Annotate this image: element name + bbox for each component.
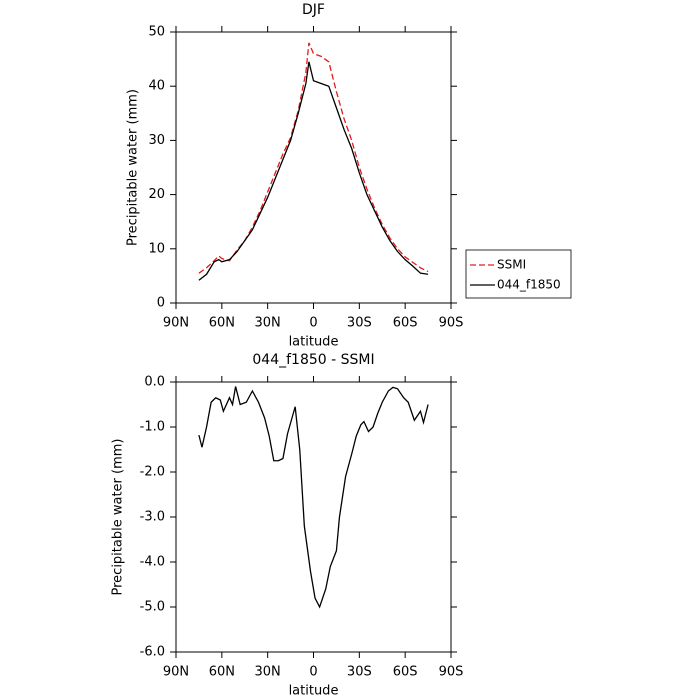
y-tick-label: -1.0	[140, 420, 165, 435]
legend-label: 044_f1850	[497, 278, 561, 292]
x-tick-label: 60S	[393, 665, 418, 680]
data-line	[198, 386, 429, 609]
x-tick-label: 60S	[393, 316, 418, 331]
x-axis-label: latitude	[289, 335, 339, 350]
chart-title: 044_f1850 - SSMI	[252, 352, 374, 368]
data-line	[198, 61, 429, 281]
y-tick-label: 20	[148, 187, 165, 202]
x-tick-label: 0	[309, 316, 317, 331]
legend-label: SSMI	[497, 258, 526, 272]
legend-box	[465, 249, 572, 299]
x-tick-label: 90S	[439, 665, 464, 680]
x-tick-label: 60N	[209, 665, 235, 680]
y-axis-label: Precipitable water (mm)	[111, 439, 126, 596]
y-tick-label: 0.0	[144, 375, 165, 390]
x-tick-label: 90N	[163, 665, 189, 680]
y-tick-label: 40	[148, 79, 165, 94]
y-tick-label: 50	[148, 25, 165, 40]
y-tick-label: 0	[157, 296, 165, 311]
x-tick-label: 30N	[255, 316, 281, 331]
y-tick-label: -3.0	[140, 510, 165, 525]
x-tick-label: 60N	[209, 316, 235, 331]
x-tick-label: 0	[309, 665, 317, 680]
x-axis-label: latitude	[289, 684, 339, 699]
chart-title: DJF	[302, 2, 325, 18]
plot-frame	[175, 31, 452, 304]
y-axis-label: Precipitable water (mm)	[126, 89, 141, 246]
y-tick-label: 10	[148, 241, 165, 256]
x-tick-label: 30S	[347, 665, 372, 680]
y-tick-label: -4.0	[140, 555, 165, 570]
x-tick-label: 90S	[439, 316, 464, 331]
y-tick-label: -6.0	[140, 645, 165, 660]
x-tick-label: 30S	[347, 316, 372, 331]
y-tick-label: 30	[148, 133, 165, 148]
y-tick-label: -5.0	[140, 600, 165, 615]
x-tick-label: 30N	[255, 665, 281, 680]
y-tick-label: -2.0	[140, 465, 165, 480]
plot-frame	[175, 381, 452, 653]
x-tick-label: 90N	[163, 316, 189, 331]
data-line	[198, 42, 429, 274]
